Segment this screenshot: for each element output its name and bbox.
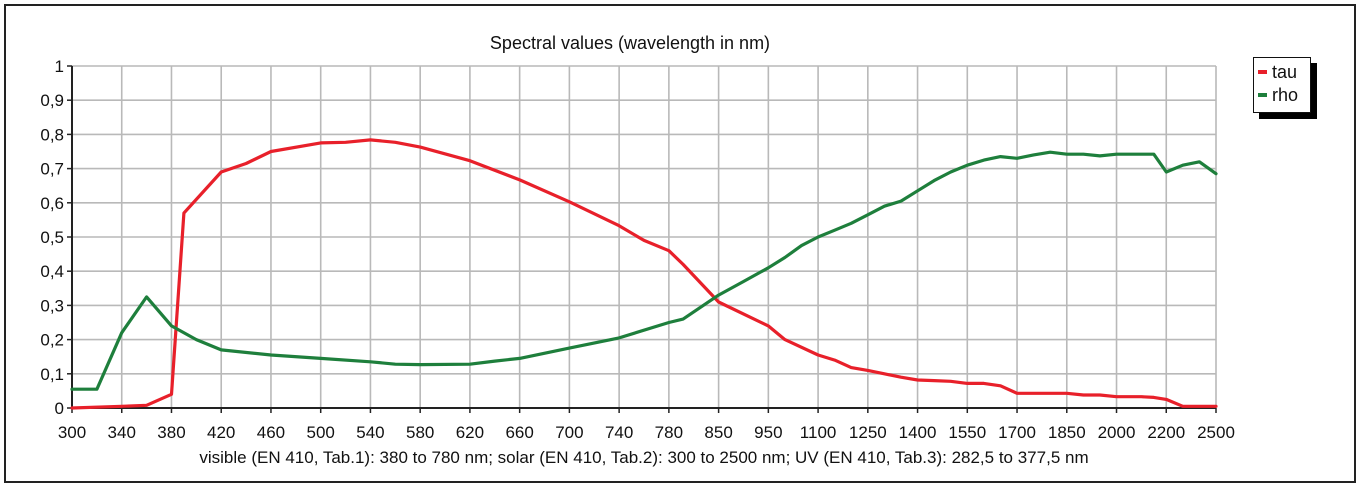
legend-label-tau: tau	[1272, 61, 1298, 82]
y-tick-label: 0,2	[40, 331, 64, 350]
legend-item-tau: tau	[1258, 61, 1297, 83]
x-tick-label: 620	[456, 423, 484, 442]
y-tick-label: 0	[55, 399, 64, 418]
series-lines	[70, 138, 1218, 410]
x-tick-label: 380	[157, 423, 185, 442]
y-tick-label: 0,4	[40, 262, 64, 281]
legend-swatch-tau	[1258, 70, 1267, 74]
x-tick-label: 1550	[948, 423, 986, 442]
x-tick-label: 580	[406, 423, 434, 442]
y-tick-label: 0,1	[40, 365, 64, 384]
x-tick-label: 1400	[899, 423, 937, 442]
y-tick-label: 0,3	[40, 296, 64, 315]
x-tick-label: 950	[754, 423, 782, 442]
x-tick-label: 340	[108, 423, 136, 442]
x-tick-label: 500	[307, 423, 335, 442]
x-tick-label: 780	[655, 423, 683, 442]
legend-swatch-rho	[1258, 93, 1267, 97]
x-tick-label: 660	[505, 423, 533, 442]
y-axis-ticks: 0 0,1 0,2 0,3 0,4 0,5 0,6 0,7 0,8 0,9 1	[40, 57, 72, 418]
series-line-rho	[70, 150, 1218, 391]
y-tick-label: 0,5	[40, 228, 64, 247]
x-tick-label: 740	[605, 423, 633, 442]
y-tick-label: 1	[55, 57, 64, 76]
x-tick-label: 2500	[1197, 423, 1235, 442]
chart-frame	[4, 4, 1356, 483]
y-tick-label: 0,8	[40, 125, 64, 144]
y-tick-label: 0,9	[40, 91, 64, 110]
x-tick-label: 300	[58, 423, 86, 442]
x-tick-label: 1250	[849, 423, 887, 442]
x-tick-label: 1850	[1048, 423, 1086, 442]
x-tick-label: 2200	[1147, 423, 1185, 442]
series-line-tau	[70, 138, 1218, 410]
legend: tau rho	[1253, 57, 1311, 113]
x-tick-label: 540	[356, 423, 384, 442]
x-axis-ticks: 300 340 380 420 460 500 540 580 620 660 700 740 780 8…	[58, 408, 1235, 442]
x-tick-label: 700	[555, 423, 583, 442]
x-tick-label: 1100	[800, 423, 837, 442]
x-tick-label: 850	[704, 423, 732, 442]
x-axis-label: visible (EN 410, Tab.1): 380 to 780 nm; …	[199, 448, 1088, 467]
x-tick-label: 2000	[1098, 423, 1136, 442]
grid-lines	[71, 65, 1217, 409]
y-tick-label: 0,6	[40, 194, 64, 213]
x-tick-label: 420	[207, 423, 235, 442]
legend-item-rho: rho	[1258, 84, 1298, 106]
x-tick-label: 1700	[998, 423, 1036, 442]
legend-label-rho: rho	[1272, 84, 1299, 105]
x-tick-label: 460	[257, 423, 285, 442]
chart-title: Spectral values (wavelength in nm)	[490, 33, 770, 53]
y-tick-label: 0,7	[40, 160, 64, 179]
